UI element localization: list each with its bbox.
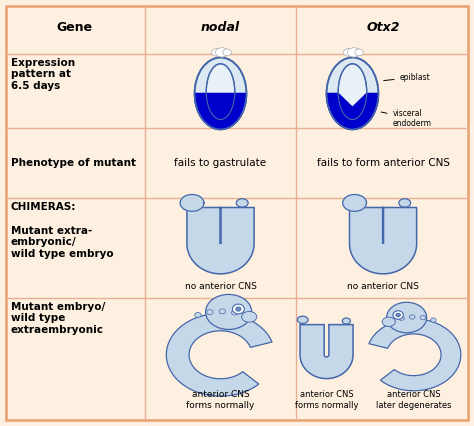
Text: anterior CNS
later degenerates: anterior CNS later degenerates xyxy=(376,390,451,410)
Ellipse shape xyxy=(219,309,226,314)
Ellipse shape xyxy=(396,313,401,317)
Text: anterior CNS
forms normally: anterior CNS forms normally xyxy=(186,390,255,410)
Ellipse shape xyxy=(420,316,426,320)
Ellipse shape xyxy=(195,313,201,317)
Text: fails to form anterior CNS: fails to form anterior CNS xyxy=(317,158,449,168)
Ellipse shape xyxy=(399,316,404,320)
Polygon shape xyxy=(180,195,204,211)
Ellipse shape xyxy=(223,49,231,56)
Ellipse shape xyxy=(195,58,246,130)
Ellipse shape xyxy=(242,311,257,322)
Ellipse shape xyxy=(387,302,427,333)
Text: Phenotype of mutant: Phenotype of mutant xyxy=(11,158,136,168)
Ellipse shape xyxy=(342,318,350,324)
Ellipse shape xyxy=(231,310,238,315)
Ellipse shape xyxy=(399,199,410,207)
Ellipse shape xyxy=(243,314,250,319)
Ellipse shape xyxy=(430,318,436,322)
Text: nodal: nodal xyxy=(201,21,240,35)
Text: no anterior CNS: no anterior CNS xyxy=(347,282,419,291)
Polygon shape xyxy=(206,93,235,121)
Ellipse shape xyxy=(236,199,248,207)
PathPatch shape xyxy=(166,314,272,396)
PathPatch shape xyxy=(300,325,353,379)
Ellipse shape xyxy=(355,49,363,56)
FancyBboxPatch shape xyxy=(6,6,468,420)
Ellipse shape xyxy=(338,64,367,120)
Text: visceral
endoderm: visceral endoderm xyxy=(381,109,431,128)
Ellipse shape xyxy=(206,64,235,120)
PathPatch shape xyxy=(369,319,461,391)
Text: Expression
pattern at
6.5 days: Expression pattern at 6.5 days xyxy=(11,58,75,91)
Text: CHIMERAS:

Mutant extra-
embryonic/
wild type embryo: CHIMERAS: Mutant extra- embryonic/ wild … xyxy=(11,202,113,259)
Ellipse shape xyxy=(344,49,354,56)
Ellipse shape xyxy=(297,316,308,323)
Text: Gene: Gene xyxy=(56,21,92,35)
Ellipse shape xyxy=(382,317,395,326)
Polygon shape xyxy=(327,93,378,130)
Text: no anterior CNS: no anterior CNS xyxy=(184,282,256,291)
Ellipse shape xyxy=(206,294,252,329)
Ellipse shape xyxy=(232,304,245,314)
PathPatch shape xyxy=(187,207,254,274)
Ellipse shape xyxy=(347,48,360,57)
Ellipse shape xyxy=(236,307,241,311)
Polygon shape xyxy=(343,195,366,211)
Text: epiblast: epiblast xyxy=(384,73,430,82)
Ellipse shape xyxy=(215,48,228,57)
Ellipse shape xyxy=(393,311,403,319)
Ellipse shape xyxy=(327,58,378,130)
Text: anterior CNS
forms normally: anterior CNS forms normally xyxy=(295,390,358,410)
Ellipse shape xyxy=(207,310,213,314)
Ellipse shape xyxy=(388,319,394,323)
Ellipse shape xyxy=(410,315,415,319)
Polygon shape xyxy=(338,93,367,121)
Text: fails to gastrulate: fails to gastrulate xyxy=(174,158,266,168)
Ellipse shape xyxy=(211,49,222,56)
Text: Otx2: Otx2 xyxy=(366,21,400,35)
PathPatch shape xyxy=(349,207,417,274)
Polygon shape xyxy=(195,93,246,130)
Text: Mutant embryo/
wild type
extraembryonic: Mutant embryo/ wild type extraembryonic xyxy=(11,302,105,335)
